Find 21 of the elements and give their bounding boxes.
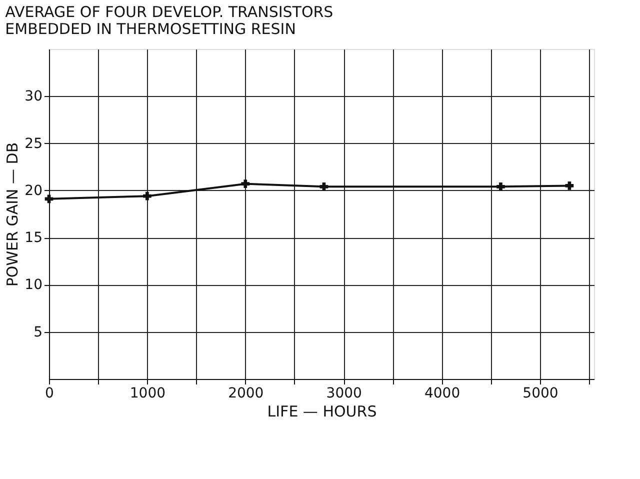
x-tick-label: 4000 [424,386,460,402]
y-tick-label: 30 [24,88,42,105]
x-tick-label: 5000 [522,386,558,402]
y-tick-label: 20 [24,182,42,199]
y-tick-label: 25 [24,136,42,152]
point [496,182,505,191]
y-tick-label: 10 [24,277,42,294]
x-tick-label: 3000 [326,386,362,402]
point [143,192,152,200]
y-axis-title: POWER GAIN — DB [4,142,22,287]
x-axis-title: LIFE — HOURS [267,402,377,420]
x-tick-label: 2000 [228,386,264,402]
chart-title: AVERAGE OF FOUR DEVELOP. TRANSISTORS EMBEDDED IN THERMOSETTING RESIN [5,3,334,38]
y-tick-label: 15 [24,230,42,246]
point [320,182,328,191]
y-tick-label: 5 [34,324,42,340]
x-tick-label: 0 [45,386,54,402]
point [241,180,250,188]
point [44,194,54,204]
point [565,182,574,190]
x-tick-label: 1000 [130,386,166,402]
